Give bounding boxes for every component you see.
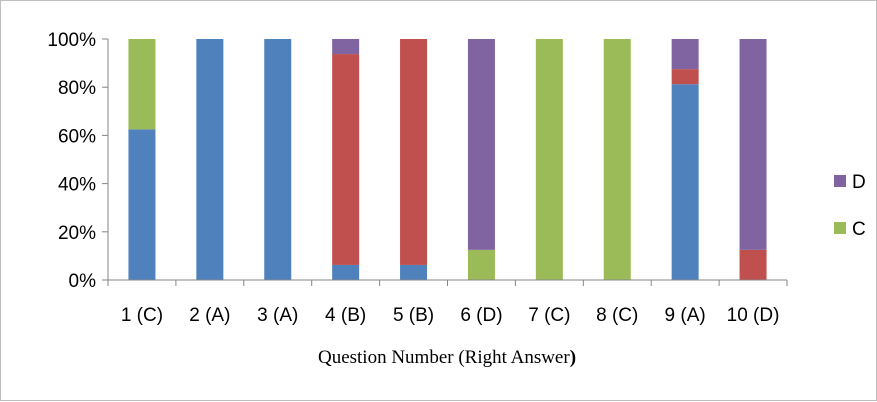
legend: DC bbox=[834, 172, 866, 240]
bars-layer bbox=[128, 39, 767, 280]
bar-segment-b bbox=[739, 249, 767, 280]
x-axis-label: Question Number (Right Answer) bbox=[318, 347, 576, 368]
bar-segment-c bbox=[128, 39, 156, 130]
bar-segment-a bbox=[400, 264, 428, 280]
bar-segment-b bbox=[671, 69, 699, 85]
x-tick-label: 3 (A) bbox=[257, 305, 298, 326]
legend-label-d: D bbox=[852, 172, 866, 193]
legend-swatch-d bbox=[834, 175, 846, 187]
bar-segment-d bbox=[332, 39, 360, 55]
x-tick-label: 7 (C) bbox=[528, 305, 570, 326]
x-tick-label: 10 (D) bbox=[727, 305, 780, 326]
bar-segment-c bbox=[467, 249, 495, 280]
x-tick-label: 1 (C) bbox=[121, 305, 163, 326]
x-tick-label: 8 (C) bbox=[596, 305, 638, 326]
bar-segment-c bbox=[535, 39, 563, 280]
y-tick-label: 80% bbox=[58, 78, 96, 99]
bar-segment-b bbox=[400, 39, 428, 265]
legend-label-c: C bbox=[852, 219, 866, 240]
x-tick-label: 5 (B) bbox=[393, 305, 434, 326]
y-tick-label: 20% bbox=[58, 223, 96, 244]
bar-segment-a bbox=[196, 39, 224, 280]
bar-segment-b bbox=[332, 54, 360, 265]
x-tick-label: 6 (D) bbox=[460, 305, 502, 326]
bar-segment-d bbox=[739, 39, 767, 250]
x-tick-label: 2 (A) bbox=[189, 305, 230, 326]
bar-segment-d bbox=[467, 39, 495, 250]
y-tick-label: 60% bbox=[58, 126, 96, 147]
bar-segment-a bbox=[671, 84, 699, 280]
x-tick-label: 4 (B) bbox=[325, 305, 366, 326]
y-tick-label: 0% bbox=[69, 271, 97, 292]
bar-segment-c bbox=[603, 39, 631, 280]
y-tick-label: 40% bbox=[58, 175, 96, 196]
legend-swatch-c bbox=[834, 222, 846, 234]
x-ticks: 1 (C) 2 (A) 3 (A) 4 (B) 5 (B) 6 (D) 7 (C) 8 (C)… bbox=[107, 280, 788, 326]
bar-segment-a bbox=[332, 264, 360, 280]
bar-segment-a bbox=[264, 39, 292, 280]
x-tick-label: 9 (A) bbox=[665, 305, 706, 326]
bar-segment-d bbox=[671, 39, 699, 70]
bar-segment-a bbox=[128, 129, 156, 280]
y-ticks: 0% 20% 40% 60% 80% 100% bbox=[47, 30, 108, 292]
y-tick-label: 100% bbox=[47, 30, 96, 51]
